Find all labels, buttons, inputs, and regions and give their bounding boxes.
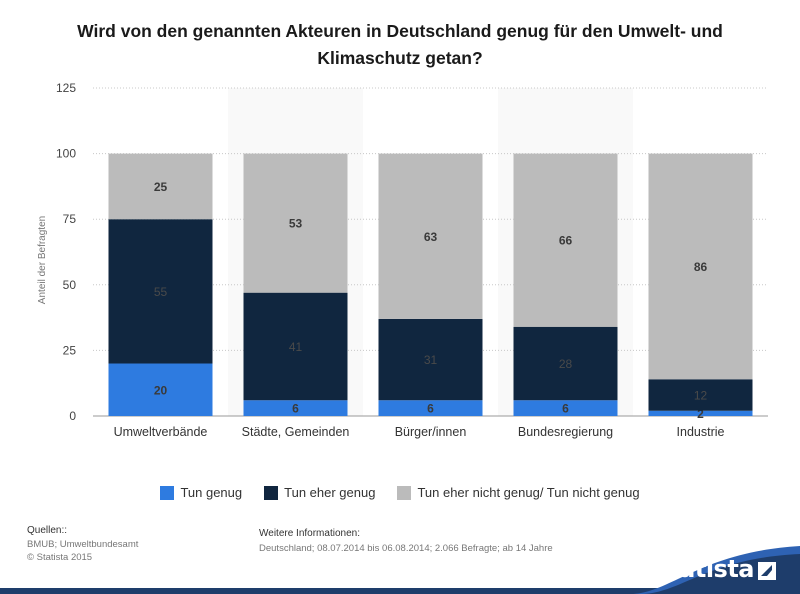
x-tick-label: Städte, Gemeinden [242,425,350,439]
bar-segment [378,318,483,401]
y-tick-label: 100 [56,147,76,161]
y-axis-label: Anteil der Befragten [37,216,48,304]
bar-segment [108,153,213,220]
sources-line-2: © Statista 2015 [27,552,93,563]
x-tick-label: Bürger/innen [395,425,467,439]
x-tick-label: Umweltverbände [114,425,208,439]
y-tick-label: 125 [56,81,76,95]
legend-item-nicht-genug[interactable]: Tun eher nicht genug/ Tun nicht genug [397,485,640,500]
data-label: 2 [697,407,704,421]
chart-title: Wird von den genannten Akteuren in Deuts… [77,21,723,68]
sources-label: Quellen:: [27,525,68,536]
data-label: 63 [424,230,438,244]
data-label: 6 [292,402,299,416]
data-label: 12 [694,389,708,403]
legend-label-tun-genug: Tun genug [180,485,243,500]
data-label: 6 [562,402,569,416]
data-label: 41 [289,340,303,354]
data-label: 6 [427,402,434,416]
legend-item-tun-genug[interactable]: Tun genug [160,485,242,500]
info-text: Deutschland; 08.07.2014 bis 06.08.2014; … [259,543,553,554]
x-tick-label: Industrie [677,425,725,439]
bar-segment [648,410,753,416]
legend-label-tun-eher-genug: Tun eher genug [284,485,376,500]
info-label: Weitere Informationen: [259,528,360,539]
bar-segment [513,326,618,401]
bar-segment [243,292,348,401]
data-label: 55 [154,285,168,299]
legend-swatch-nicht-genug [397,485,412,500]
bar-segment [513,153,618,327]
data-label: 31 [424,353,438,367]
bar-segment [378,400,483,416]
bar-segment [378,153,483,319]
statista-logo[interactable]: statista [630,544,800,594]
data-label: 86 [694,260,708,274]
legend-swatch-tun-genug [160,485,175,500]
data-label: 25 [154,180,168,194]
y-tick-label: 0 [69,409,76,423]
bar-segment [108,219,213,364]
bar-segment [243,400,348,416]
bar-segment [648,153,753,380]
brand-name: statista [654,555,754,583]
data-label: 28 [559,357,573,371]
bar-segment [243,153,348,293]
bar-chart: 0 25 50 75 100 125 Anteil der Befragten 20 55 25 U… [37,81,768,439]
data-label: 66 [559,234,573,248]
brand-bar [0,588,800,594]
x-tick-label: Bundesregierung [518,425,613,439]
y-tick-label: 75 [63,212,77,226]
legend-item-tun-eher-genug[interactable]: Tun eher genug [264,485,375,500]
legend: Tun genug Tun eher genug Tun eher nicht … [0,485,800,500]
bar-segment [108,363,213,416]
legend-swatch-tun-eher-genug [264,485,279,500]
data-label: 20 [154,383,168,397]
sources-line-1: BMUB; Umweltbundesamt [27,539,139,550]
y-tick-label: 25 [63,343,77,357]
bar-segment [513,400,618,416]
legend-label-nicht-genug: Tun eher nicht genug/ Tun nicht genug [417,485,640,500]
y-tick-label: 50 [63,278,77,292]
data-label: 53 [289,217,303,231]
brand-logo-icon [758,562,776,580]
bar-segment [648,379,753,411]
